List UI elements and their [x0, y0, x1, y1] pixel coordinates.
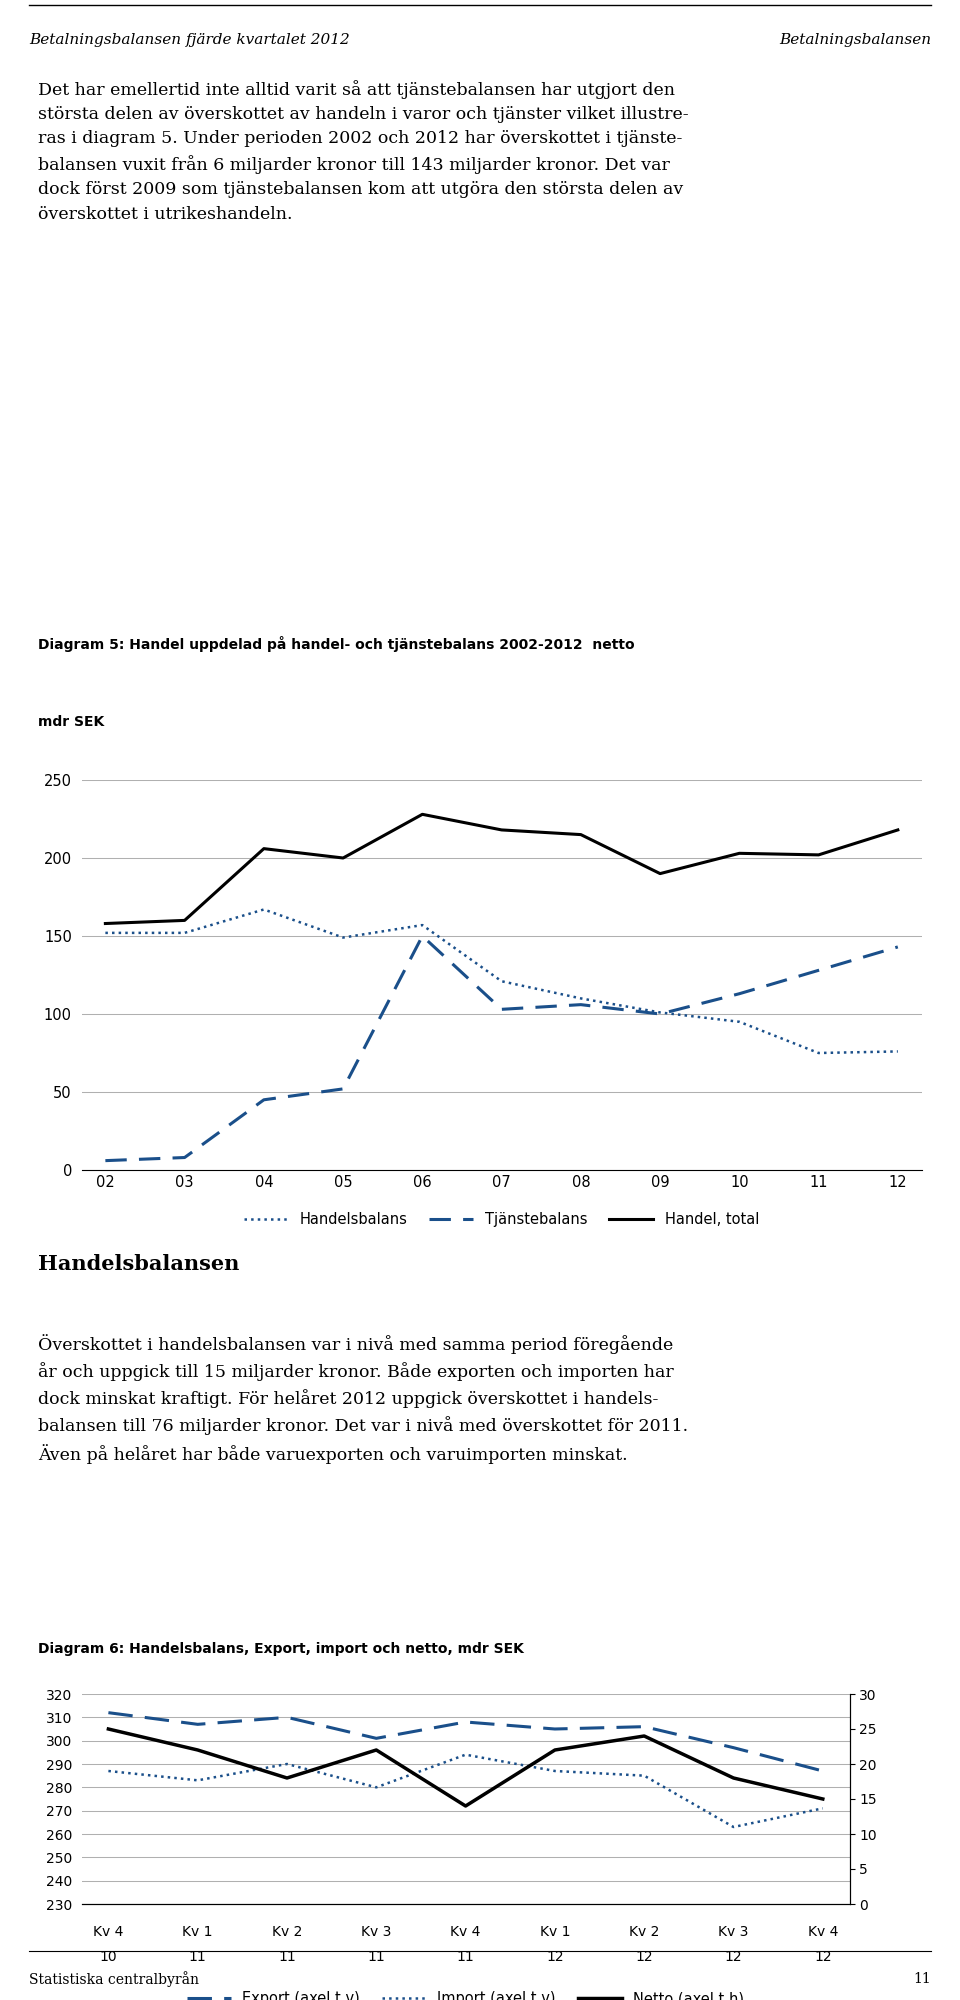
Text: 12: 12	[814, 1950, 831, 1964]
Text: Kv 2: Kv 2	[272, 1924, 302, 1940]
Text: Kv 4: Kv 4	[450, 1924, 481, 1940]
Text: Kv 2: Kv 2	[629, 1924, 660, 1940]
Text: Kv 3: Kv 3	[718, 1924, 749, 1940]
Text: Handelsbalansen: Handelsbalansen	[38, 1254, 240, 1274]
Text: Kv 4: Kv 4	[93, 1924, 124, 1940]
Text: 11: 11	[278, 1950, 296, 1964]
Text: Överskottet i handelsbalansen var i nivå med samma period föregående
år och uppg: Överskottet i handelsbalansen var i nivå…	[38, 1334, 688, 1464]
Text: Kv 4: Kv 4	[807, 1924, 838, 1940]
Text: Diagram 5: Handel uppdelad på handel- och tjänstebalans 2002-2012  netto: Diagram 5: Handel uppdelad på handel- oc…	[38, 636, 635, 652]
Text: 12: 12	[636, 1950, 653, 1964]
Text: 11: 11	[457, 1950, 474, 1964]
Text: 12: 12	[725, 1950, 742, 1964]
Text: Betalningsbalansen fjärde kvartalet 2012: Betalningsbalansen fjärde kvartalet 2012	[29, 32, 349, 46]
Text: Kv 3: Kv 3	[361, 1924, 392, 1940]
Text: 11: 11	[189, 1950, 206, 1964]
Text: Statistiska centralbyrån: Statistiska centralbyrån	[29, 1970, 199, 1986]
Legend: Export (axel t.v), Import (axel t.v), Netto (axel t.h): Export (axel t.v), Import (axel t.v), Ne…	[181, 1986, 750, 2000]
Text: Kv 1: Kv 1	[182, 1924, 213, 1940]
Text: Diagram 6: Handelsbalans, Export, import och netto, mdr SEK: Diagram 6: Handelsbalans, Export, import…	[38, 1642, 524, 1656]
Text: Det har emellertid inte alltid varit så att tjänstebalansen har utgjort den
stör: Det har emellertid inte alltid varit så …	[38, 80, 689, 222]
Text: 10: 10	[100, 1950, 117, 1964]
Text: 12: 12	[546, 1950, 564, 1964]
Legend: Handelsbalans, Tjänstebalans, Handel, total: Handelsbalans, Tjänstebalans, Handel, to…	[238, 1206, 765, 1232]
Text: Betalningsbalansen: Betalningsbalansen	[780, 32, 931, 46]
Text: 11: 11	[368, 1950, 385, 1964]
Text: mdr SEK: mdr SEK	[38, 716, 105, 730]
Text: Kv 1: Kv 1	[540, 1924, 570, 1940]
Text: 11: 11	[914, 1972, 931, 1986]
